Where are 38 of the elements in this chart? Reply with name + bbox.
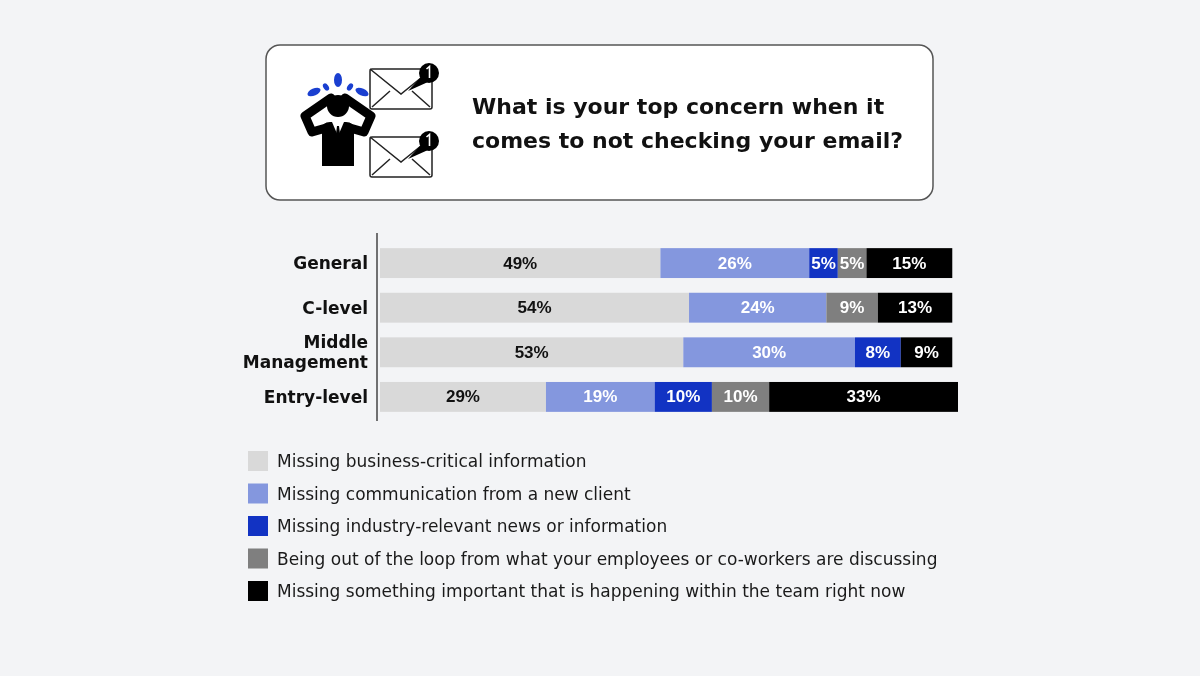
legend-label: Missing industry-relevant news or information — [277, 516, 668, 536]
legend-label: Missing communication from a new client — [277, 483, 632, 504]
data-label: 5% — [811, 253, 836, 273]
y-tick-label: C-level — [302, 297, 368, 318]
bar — [380, 248, 661, 279]
data-label: 24% — [740, 298, 775, 318]
bar — [545, 381, 655, 412]
data-label: 33% — [846, 387, 881, 407]
data-label: 9% — [914, 342, 939, 362]
data-label: 15% — [892, 253, 927, 273]
data-label: 8% — [865, 342, 891, 362]
data-label: 53% — [514, 342, 549, 362]
bar — [769, 381, 958, 412]
y-tick-label: Middle Management — [242, 332, 368, 373]
legend-label: Missing business-critical information — [277, 451, 587, 471]
data-label: 49% — [503, 253, 538, 273]
data-label: 9% — [839, 298, 865, 318]
y-tick-label: General — [293, 253, 368, 274]
bar — [683, 337, 855, 368]
legend-label: Being out of the loop from what your employees or co-workers are discussing — [277, 548, 938, 569]
data-label: 10% — [723, 387, 758, 407]
legend-label: Missing something important that is happening within the team right now — [277, 581, 906, 601]
data-label: 26% — [717, 253, 752, 273]
bar — [380, 337, 684, 368]
bar — [660, 248, 810, 279]
chart-title: What is your top concern when it comes to not checking your email? — [472, 93, 904, 152]
bar — [380, 381, 546, 412]
bar — [689, 292, 827, 323]
bar — [866, 248, 953, 279]
data-label: 5% — [839, 253, 865, 273]
y-tick-label: Entry-level — [263, 386, 368, 407]
data-label: 54% — [517, 298, 552, 318]
bar — [380, 292, 690, 323]
data-label: 10% — [666, 387, 701, 407]
data-label: 19% — [583, 387, 618, 407]
data-label: 13% — [898, 298, 933, 318]
data-label: 29% — [445, 387, 480, 407]
data-label: 30% — [752, 342, 787, 362]
